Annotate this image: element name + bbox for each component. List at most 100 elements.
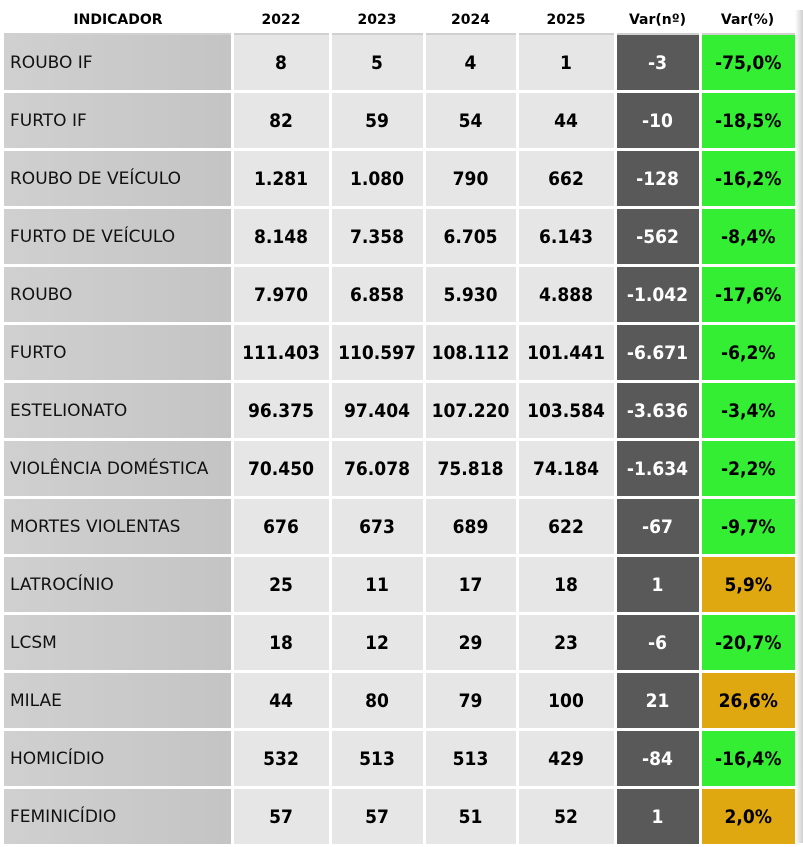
indicator-name: VIOLÊNCIA DOMÉSTICA [4,439,234,499]
variation-percent: -2,2% [700,439,795,499]
variation-percent: -8,4% [700,207,795,267]
value-2024: 689 [424,497,519,557]
value-2025: 1 [517,34,617,93]
value-2022: 18 [232,613,332,673]
value-2025: 429 [517,729,617,789]
variation-number: 21 [615,671,702,731]
value-2023: 5 [330,34,426,93]
table-body: ROUBO IF 8 5 4 1 -3 -75,0% FURTO IF 82 59 54 44 -10-… [4,34,795,847]
variation-percent: 26,6% [700,671,795,731]
table-row: VIOLÊNCIA DOMÉSTICA 70.450 76.078 75.818 74.… [4,439,795,499]
indicator-name: FURTO [4,323,234,383]
header-indicador: INDICADOR [4,6,232,35]
table-row: MORTES VIOLENTAS 676 673 689 622 -67 -9,7% [4,497,795,557]
value-2023: 110.597 [330,323,426,383]
value-2022: 96.375 [232,381,332,441]
value-2023: 76.078 [330,439,426,499]
indicator-name: HOMICÍDIO [4,729,234,789]
indicator-name: MORTES VIOLENTAS [4,497,234,557]
value-2022: 532 [232,729,332,789]
variation-number: -6.671 [615,323,702,383]
value-2024: 79 [424,671,519,731]
header-var-n: Var(nº) [615,6,700,35]
indicators-table: INDICADOR 2022 2023 2024 2025 Var(nº) Va… [4,6,795,847]
variation-percent: -16,2% [700,149,795,209]
table-row: FURTO DE VEÍCULO 8.148 7.358 6.705 6.143 -562… [4,207,795,267]
table-row: LCSM 18 12 29 23 -6 -20,7% [4,613,795,673]
value-2024: 75.818 [424,439,519,499]
value-2025: 23 [517,613,617,673]
header-var-p: Var(%) [700,6,795,35]
value-2022: 1.281 [232,149,332,209]
table-row: ROUBO DE VEÍCULO 1.281 1.080 790 662 -128 -16,… [4,149,795,209]
table-row: ROUBO IF 8 5 4 1 -3 -75,0% [4,34,795,93]
value-2023: 1.080 [330,149,426,209]
value-2025: 74.184 [517,439,617,499]
value-2023: 11 [330,555,426,615]
indicator-name: ROUBO [4,265,234,325]
variation-number: -562 [615,207,702,267]
value-2023: 7.358 [330,207,426,267]
indicator-name: ESTELIONATO [4,381,234,441]
table-row: ROUBO 7.970 6.858 5.930 4.888 -1.042 -17,6% [4,265,795,325]
value-2024: 790 [424,149,519,209]
variation-number: -128 [615,149,702,209]
table-row: FURTO 111.403 110.597 108.112 101.441 -6.671-… [4,323,795,383]
value-2023: 80 [330,671,426,731]
value-2023: 673 [330,497,426,557]
value-2024: 6.705 [424,207,519,267]
indicator-name: LCSM [4,613,234,673]
indicator-name: MILAE [4,671,234,731]
table-row: ESTELIONATO 96.375 97.404 107.220 103.584 -3.… [4,381,795,441]
value-2025: 101.441 [517,323,617,383]
value-2025: 100 [517,671,617,731]
value-2023: 57 [330,787,426,847]
value-2024: 51 [424,787,519,847]
value-2025: 622 [517,497,617,557]
value-2022: 676 [232,497,332,557]
value-2023: 97.404 [330,381,426,441]
table-row: LATROCÍNIO 25 11 17 18 1 5,9% [4,555,795,615]
value-2024: 4 [424,34,519,93]
value-2025: 6.143 [517,207,617,267]
variation-percent: -18,5% [700,91,795,151]
value-2022: 25 [232,555,332,615]
table-row: HOMICÍDIO 532 513 513 429 -84 -16,4% [4,729,795,789]
variation-percent: 2,0% [700,787,795,847]
value-2025: 662 [517,149,617,209]
header-2025: 2025 [517,6,615,35]
value-2023: 513 [330,729,426,789]
variation-percent: -6,2% [700,323,795,383]
variation-number: -1.634 [615,439,702,499]
variation-percent: 5,9% [700,555,795,615]
variation-number: -3 [615,34,702,93]
variation-number: 1 [615,787,702,847]
value-2025: 52 [517,787,617,847]
value-2025: 44 [517,91,617,151]
indicator-name: FEMINICÍDIO [4,787,234,847]
table-header-row: INDICADOR 2022 2023 2024 2025 Var(nº) Va… [4,6,795,35]
value-2025: 4.888 [517,265,617,325]
value-2022: 82 [232,91,332,151]
value-2025: 103.584 [517,381,617,441]
variation-percent: -75,0% [700,34,795,93]
value-2022: 44 [232,671,332,731]
variation-number: -1.042 [615,265,702,325]
table-row: FEMINICÍDIO 57 57 51 52 1 2,0% [4,787,795,847]
value-2024: 54 [424,91,519,151]
header-2024: 2024 [424,6,517,35]
value-2023: 59 [330,91,426,151]
value-2024: 17 [424,555,519,615]
value-2024: 29 [424,613,519,673]
indicator-name: FURTO DE VEÍCULO [4,207,234,267]
value-2022: 8.148 [232,207,332,267]
value-2022: 111.403 [232,323,332,383]
indicator-name: LATROCÍNIO [4,555,234,615]
table-row: FURTO IF 82 59 54 44 -10 -18,5% [4,91,795,151]
header-2022: 2022 [232,6,330,35]
variation-percent: -20,7% [700,613,795,673]
value-2022: 70.450 [232,439,332,499]
value-2022: 57 [232,787,332,847]
variation-number: -10 [615,91,702,151]
variation-number: 1 [615,555,702,615]
